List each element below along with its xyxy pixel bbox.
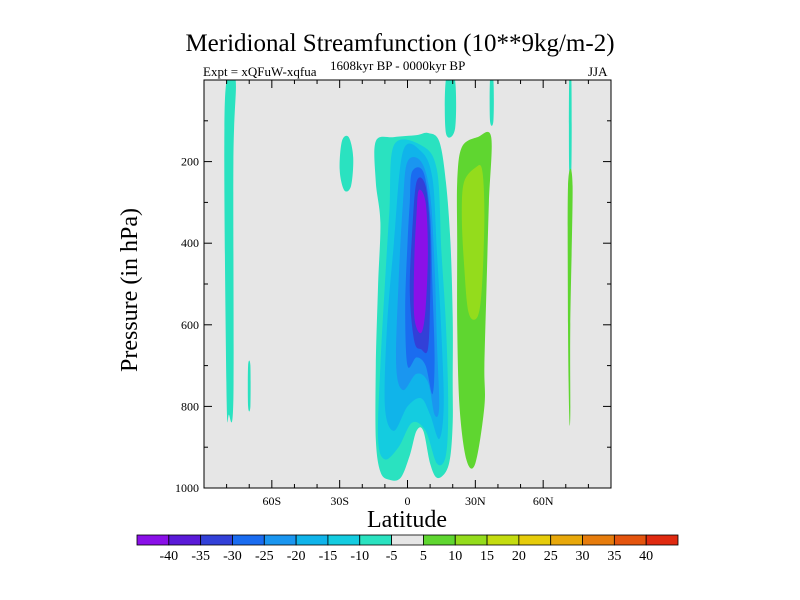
colorbar-box <box>613 534 647 546</box>
contour-region-level-10 <box>461 165 485 320</box>
colorbar-label: 5 <box>420 549 427 564</box>
x-tick-label: 30N <box>465 494 486 508</box>
contour-region-level--10 <box>444 80 457 138</box>
chart-title: Meridional Streamfunction (10**9kg/m-2) <box>185 30 615 57</box>
experiment-label: Expt = xQFuW-xqfua <box>203 64 317 79</box>
colorbar-box <box>168 534 202 546</box>
contour-region-level--10 <box>489 80 494 126</box>
colorbar-label: 35 <box>607 549 621 564</box>
colorbar-box <box>518 534 552 546</box>
season-label: JJA <box>588 64 608 79</box>
time-range-label: 1608kyr BP - 0000kyr BP <box>330 58 466 73</box>
colorbar-box <box>327 534 361 546</box>
colorbar-box <box>263 534 297 546</box>
colorbar-box <box>645 534 679 546</box>
colorbar-box <box>359 534 392 546</box>
y-tick-label: 1000 <box>175 481 199 495</box>
colorbar-label: -25 <box>255 549 274 564</box>
x-axis-label: Latitude <box>367 507 447 533</box>
axis-ticks: 60S 30S 0 30N 60N 200 400 600 800 1000 <box>175 80 611 508</box>
y-axis-label: Pressure (in hPa) <box>117 208 143 372</box>
contour-region-level--10 <box>247 360 251 412</box>
colorbar-label: -10 <box>350 549 369 564</box>
colorbar-labels: -40 -35 -30 -25 -20 -15 -10 -5 5 10 15 20 25 30 35 40 <box>159 549 653 564</box>
contour-region-level--10 <box>224 80 236 423</box>
y-tick-label: 400 <box>181 236 199 250</box>
x-tick-label: 0 <box>405 494 411 508</box>
colorbar-box <box>582 534 615 546</box>
colorbar-box <box>295 534 329 546</box>
colorbar-label: 15 <box>480 549 494 564</box>
contour-region-level--10 <box>339 135 354 192</box>
colorbar-label: 20 <box>512 549 526 564</box>
colorbar-label: -20 <box>287 549 306 564</box>
colorbar-box <box>232 534 265 546</box>
colorbar-box <box>454 534 488 546</box>
contour-region-level-5 <box>567 168 573 426</box>
colorbar-label: -15 <box>319 549 338 564</box>
x-tick-label: 60N <box>533 494 554 508</box>
colorbar-box <box>423 534 456 546</box>
contour-fill-regions <box>224 80 573 481</box>
colorbar-label: 40 <box>639 549 653 564</box>
x-tick-label: 60S <box>262 494 281 508</box>
colorbar-label: 10 <box>448 549 462 564</box>
y-tick-label: 600 <box>181 318 199 332</box>
contour-region-level--10 <box>568 80 572 181</box>
colorbar-label: -35 <box>191 549 210 564</box>
x-tick-label: 30S <box>330 494 349 508</box>
colorbar-label: -40 <box>159 549 178 564</box>
y-tick-label: 800 <box>181 399 199 413</box>
contour-region-level--40 <box>413 189 428 334</box>
colorbar-box <box>200 534 233 546</box>
y-tick-label: 200 <box>181 155 199 169</box>
colorbar-label: -30 <box>223 549 242 564</box>
colorbar-box <box>550 534 583 546</box>
colorbar-label: 25 <box>544 549 558 564</box>
colorbar-label: -5 <box>386 549 398 564</box>
colorbar-box <box>391 534 424 546</box>
colorbar-box <box>136 534 170 546</box>
colorbar-box <box>486 534 520 546</box>
colorbar-boxes <box>136 534 679 546</box>
colorbar-label: 30 <box>576 549 590 564</box>
